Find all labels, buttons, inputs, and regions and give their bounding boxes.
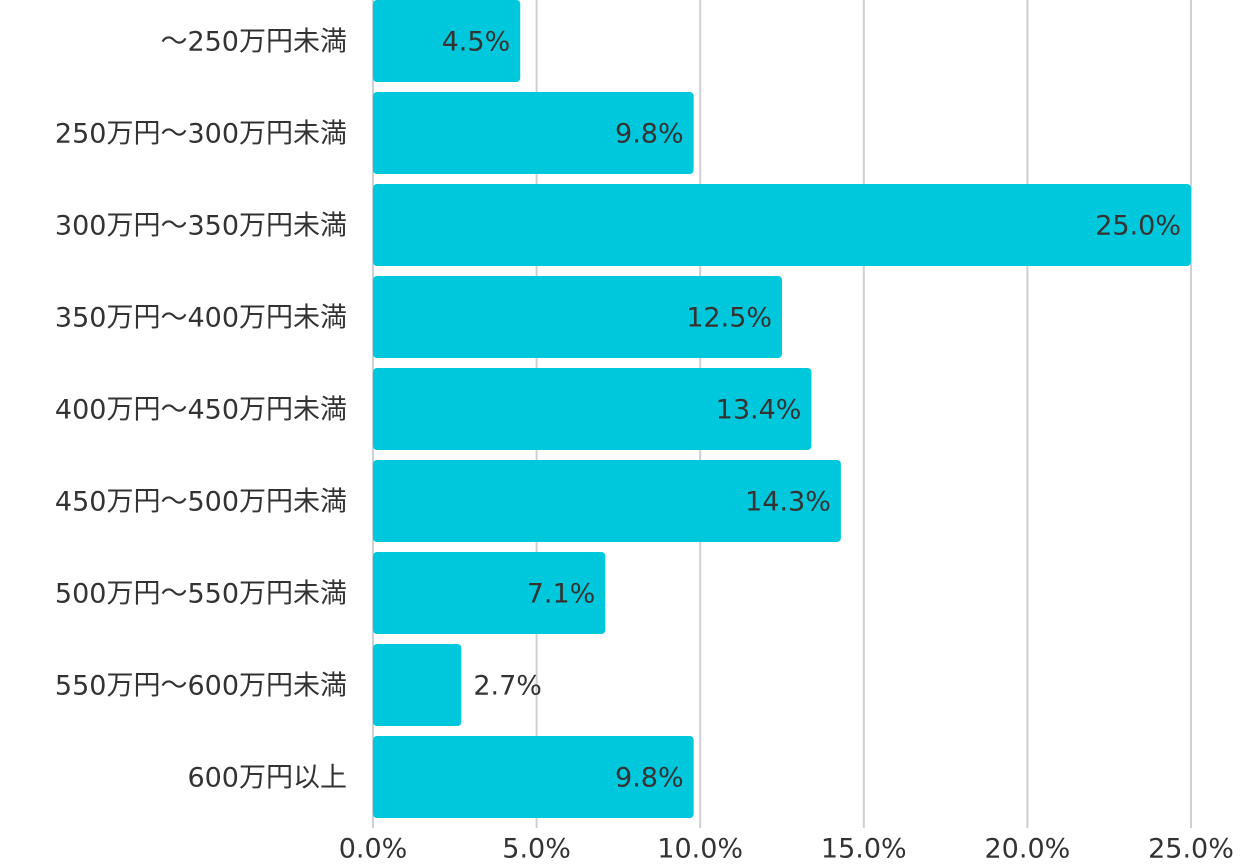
y-tick-label: 300万円～350万円未満 [55,211,347,242]
bar [373,92,694,174]
value-label: 9.8% [615,119,684,150]
bar [373,460,841,542]
value-label: 14.3% [745,487,831,518]
x-tick-label: 5.0% [502,834,571,864]
bar [373,276,782,358]
x-tick-label: 20.0% [985,834,1071,864]
value-label: 2.7% [473,671,542,702]
value-label: 13.4% [716,395,802,426]
bar [373,552,606,634]
value-label: 7.1% [527,579,596,610]
x-tick-label: 0.0% [339,834,408,864]
y-tick-label: 600万円以上 [187,763,347,794]
bar [373,644,462,726]
value-label: 9.8% [615,763,684,794]
y-tick-label: 450万円～500万円未満 [55,487,347,518]
x-tick-label: 10.0% [657,834,743,864]
bar [373,368,812,450]
x-tick-label: 25.0% [1148,834,1234,864]
bar [373,184,1191,266]
bar [373,736,694,818]
value-label: 12.5% [686,303,772,334]
y-tick-label: 500万円～550万円未満 [55,579,347,610]
x-tick-label: 15.0% [821,834,907,864]
y-tick-label: 350万円～400万円未満 [55,303,347,334]
value-label: 4.5% [442,27,511,58]
value-label: 25.0% [1095,211,1181,242]
y-tick-label: 250万円～300万円未満 [55,119,347,150]
y-tick-label: 400万円～450万円未満 [55,395,347,426]
bar [373,0,521,82]
y-tick-label: ～250万円未満 [160,27,347,58]
y-tick-label: 550万円～600万円未満 [55,671,347,702]
